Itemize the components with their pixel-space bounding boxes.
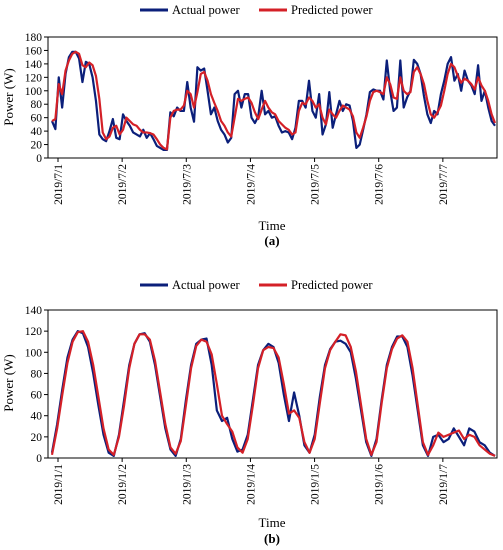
chart-a-x-axis-label: Time — [259, 218, 286, 233]
chart-a-series-predicted-line — [51, 50, 497, 151]
chart-b-y-tick-label: 40 — [31, 411, 43, 423]
chart-b-y-tick-label: 60 — [31, 390, 43, 402]
chart-b-y-tick-label: 100 — [25, 347, 43, 359]
chart-a-y-tick-label: 0 — [36, 153, 42, 165]
chart-b-y-tick-label: 120 — [25, 326, 43, 338]
chart-a-series-actual-line — [50, 50, 496, 152]
chart-b-legend-actual-label: Actual power — [172, 278, 241, 292]
chart-b-series-predicted-line — [50, 330, 496, 457]
chart-b: Actual power Predicted power Power (W) 0… — [1, 278, 498, 546]
chart-b-y-tick-label: 0 — [36, 453, 42, 465]
chart-a-y-tick-label: 100 — [25, 86, 43, 98]
chart-a-x-tick-label: 2019/7/6 — [374, 164, 386, 205]
chart-b-x-tick-label: 2019/1/6 — [374, 464, 386, 505]
chart-b-y-ticks: 0 20 40 60 80 100 120 140 — [25, 305, 48, 465]
chart-a-y-tick-label: 20 — [31, 140, 43, 152]
chart-b-y-tick-label: 140 — [25, 305, 43, 317]
chart-b-y-tick-label: 80 — [31, 368, 43, 380]
chart-a-y-tick-label: 60 — [31, 113, 43, 125]
chart-b-x-tick-label: 2019/1/1 — [53, 464, 65, 505]
chart-b-y-tick-label: 20 — [31, 432, 43, 444]
chart-b-plot-frame — [47, 309, 498, 459]
chart-b-x-tick-label: 2019/1/3 — [181, 464, 193, 505]
chart-a-x-tick-label: 2019/7/4 — [245, 164, 257, 205]
chart-a-y-tick-label: 140 — [25, 59, 43, 71]
chart-b-x-tick-label: 2019/1/5 — [310, 464, 322, 505]
chart-b-x-tick-label: 2019/1/7 — [438, 464, 450, 505]
chart-a-y-tick-label: 40 — [31, 126, 43, 138]
chart-b-x-axis-label: Time — [259, 515, 286, 530]
chart-b-x-tick-label: 2019/1/4 — [245, 464, 257, 505]
chart-b-x-ticks: 2019/1/1 2019/1/2 2019/1/3 2019/1/4 2019/1/5… — [53, 458, 450, 505]
chart-a-plot-frame — [47, 36, 498, 159]
chart-a-y-tick-label: 160 — [25, 45, 43, 57]
chart-a-legend-actual-label: Actual power — [172, 3, 241, 17]
chart-b-y-axis-label: Power (W) — [1, 354, 16, 411]
chart-b-legend-predicted-label: Predicted power — [291, 278, 373, 292]
chart-a-x-ticks: 2019/7/1 2019/7/2 2019/7/3 2019/7/4 2019/7/5… — [53, 158, 450, 205]
chart-a-legend: Actual power Predicted power — [140, 3, 373, 17]
chart-a-y-tick-label: 120 — [25, 72, 43, 84]
chart-b-x-tick-label: 2019/1/2 — [117, 464, 129, 505]
chart-a-x-tick-label: 2019/7/2 — [117, 164, 129, 205]
chart-a-y-tick-label: 180 — [25, 32, 43, 44]
chart-a-y-axis-label: Power (W) — [1, 68, 16, 125]
chart-a-x-tick-label: 2019/7/3 — [181, 164, 193, 205]
chart-a-y-tick-label: 80 — [31, 99, 43, 111]
chart-a-x-tick-label: 2019/7/7 — [438, 164, 450, 205]
chart-a-x-tick-label: 2019/7/5 — [310, 164, 322, 205]
chart-b-panel-label: (b) — [264, 531, 280, 546]
chart-a-x-tick-label: 2019/7/1 — [53, 164, 65, 205]
chart-a: Actual power Predicted power Power (W) 0… — [1, 3, 498, 248]
chart-a-panel-label: (a) — [264, 233, 279, 248]
chart-a-legend-predicted-label: Predicted power — [291, 3, 373, 17]
chart-b-legend: Actual power Predicted power — [140, 278, 373, 292]
